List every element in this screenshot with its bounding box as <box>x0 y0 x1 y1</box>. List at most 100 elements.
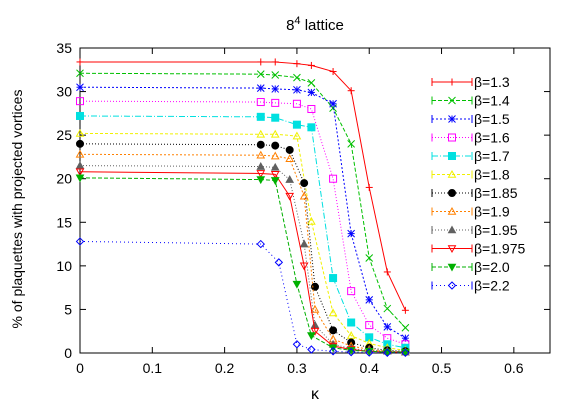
data-point <box>271 113 280 122</box>
data-point <box>311 282 319 291</box>
series-line <box>79 100 406 345</box>
data-point <box>447 281 457 290</box>
legend-entry: β=1.9 <box>431 204 510 220</box>
series-5 <box>76 111 410 352</box>
y-tick-label: 30 <box>56 84 72 100</box>
data-point <box>307 123 316 132</box>
data-point <box>270 171 280 179</box>
x-tick-label: 0.4 <box>359 360 379 376</box>
data-point <box>256 70 265 78</box>
series-3 <box>76 83 410 343</box>
series-line <box>79 177 406 353</box>
data-point <box>329 68 337 76</box>
data-point <box>293 73 301 82</box>
legend-label: β=1.5 <box>474 111 510 127</box>
data-point <box>299 191 309 200</box>
data-point <box>347 140 356 148</box>
series-8 <box>75 149 410 356</box>
legend-entry: β=1.6 <box>431 130 510 146</box>
series-line <box>79 240 406 354</box>
data-point <box>347 287 356 296</box>
x-tick-label: 0.3 <box>287 360 307 376</box>
data-point <box>307 332 316 341</box>
data-point <box>307 88 316 97</box>
data-point <box>447 225 457 234</box>
data-point <box>448 133 456 142</box>
data-point <box>300 179 309 188</box>
data-point <box>383 268 391 276</box>
series-6 <box>75 128 410 354</box>
data-point <box>292 280 302 289</box>
series-1 <box>76 58 409 314</box>
data-point <box>447 263 457 272</box>
data-point <box>307 79 316 87</box>
data-point <box>401 323 410 332</box>
data-point <box>256 161 266 170</box>
series-layer <box>75 58 410 358</box>
data-point <box>293 60 301 68</box>
data-point <box>293 85 301 94</box>
data-point <box>401 348 410 358</box>
data-point <box>365 295 374 304</box>
data-point <box>256 98 265 107</box>
x-axis-label: κ <box>311 386 320 403</box>
legend-entry: β=1.975 <box>431 241 525 257</box>
data-point <box>447 206 457 215</box>
data-point <box>365 321 374 330</box>
series-9 <box>75 161 410 356</box>
legend-entry: β=2.2 <box>431 278 510 294</box>
data-point <box>270 177 280 185</box>
data-point <box>292 99 301 108</box>
data-point <box>292 120 301 129</box>
data-point <box>365 254 374 262</box>
data-point <box>274 258 284 267</box>
y-tick-label: 15 <box>56 214 72 230</box>
data-point <box>257 58 265 66</box>
data-point <box>448 189 456 197</box>
data-point <box>346 347 356 357</box>
data-point <box>328 308 338 317</box>
legend-label: β=1.4 <box>474 93 510 109</box>
data-point <box>76 83 84 92</box>
data-point <box>329 99 337 108</box>
data-point <box>256 239 265 249</box>
y-axis-label: % of plaquettes with projected vortices <box>9 90 25 329</box>
data-point <box>76 69 84 78</box>
legend-label: β=1.975 <box>474 241 525 257</box>
x-tick-label: 0.6 <box>504 360 524 376</box>
data-point <box>447 169 457 178</box>
legend-entry: β=2.0 <box>431 259 510 275</box>
data-point <box>270 129 280 138</box>
data-point <box>75 128 85 137</box>
data-point <box>347 229 356 238</box>
series-line <box>79 143 406 352</box>
data-point <box>307 345 316 354</box>
data-point <box>329 174 338 183</box>
x-tick-label: 0.1 <box>143 360 163 376</box>
data-point <box>292 131 302 140</box>
y-tick-label: 35 <box>56 40 72 56</box>
data-point <box>307 61 315 69</box>
series-line <box>79 153 406 353</box>
legend-label: β=1.8 <box>474 167 510 183</box>
data-point <box>347 87 355 95</box>
legend-label: β=2.2 <box>474 278 510 294</box>
series-line <box>79 171 406 353</box>
y-tick-label: 5 <box>64 301 72 317</box>
data-point <box>256 176 266 185</box>
y-tick-label: 10 <box>56 258 72 274</box>
y-tick-label: 20 <box>56 171 72 187</box>
data-point <box>270 151 280 160</box>
data-point <box>256 112 265 121</box>
data-point <box>75 237 85 246</box>
x-tick-label: 0.5 <box>432 360 452 376</box>
data-point <box>270 162 280 171</box>
data-point <box>365 348 374 357</box>
data-point <box>448 115 456 123</box>
data-point <box>271 85 280 93</box>
data-point <box>383 304 392 313</box>
data-point <box>76 111 84 120</box>
legend-label: β=1.95 <box>474 222 518 238</box>
